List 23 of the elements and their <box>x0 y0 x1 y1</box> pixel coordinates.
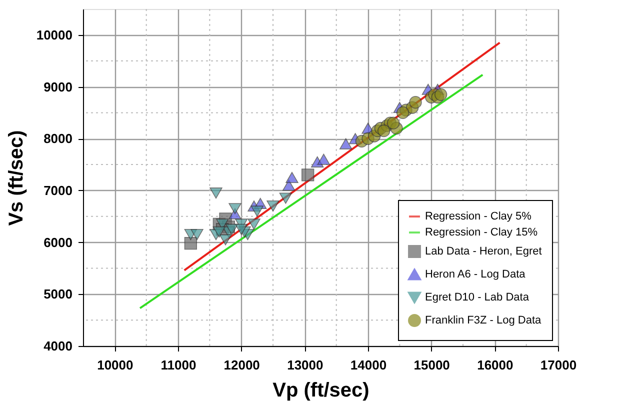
legend-label: Regression - Clay 5% <box>425 210 532 222</box>
x-tick-label: 15000 <box>414 358 450 372</box>
y-tick-label: 6000 <box>44 234 72 250</box>
legend-label: Franklin F3Z - Log Data <box>425 314 542 326</box>
x-tick-label: 11000 <box>160 358 196 372</box>
x-tick-label: 10000 <box>97 358 134 372</box>
y-axis-title: Vs (ft/sec) <box>5 130 28 226</box>
y-tick-label: 8000 <box>44 131 72 146</box>
y-tick-label: 7000 <box>44 182 72 198</box>
x-axis-title: Vp (ft/sec) <box>272 380 370 402</box>
y-tick-label: 10000 <box>36 27 72 42</box>
legend-label: Heron A6 - Log Data <box>425 268 526 280</box>
x-tick-label: 12000 <box>224 358 260 372</box>
x-tick-label: 17000 <box>540 358 577 372</box>
legend-label: Regression - Clay 15% <box>425 226 538 238</box>
x-tick-label: 13000 <box>287 358 324 372</box>
y-tick-label: 5000 <box>44 286 72 302</box>
y-tick-label: 9000 <box>44 79 72 94</box>
x-tick-label: 16000 <box>477 358 514 372</box>
legend-label: Egret D10 - Lab Data <box>425 292 530 304</box>
legend-label: Lab Data - Heron, Egret <box>425 246 542 258</box>
x-tick-label: 14000 <box>350 358 387 372</box>
y-tick-label: 4000 <box>44 338 72 354</box>
